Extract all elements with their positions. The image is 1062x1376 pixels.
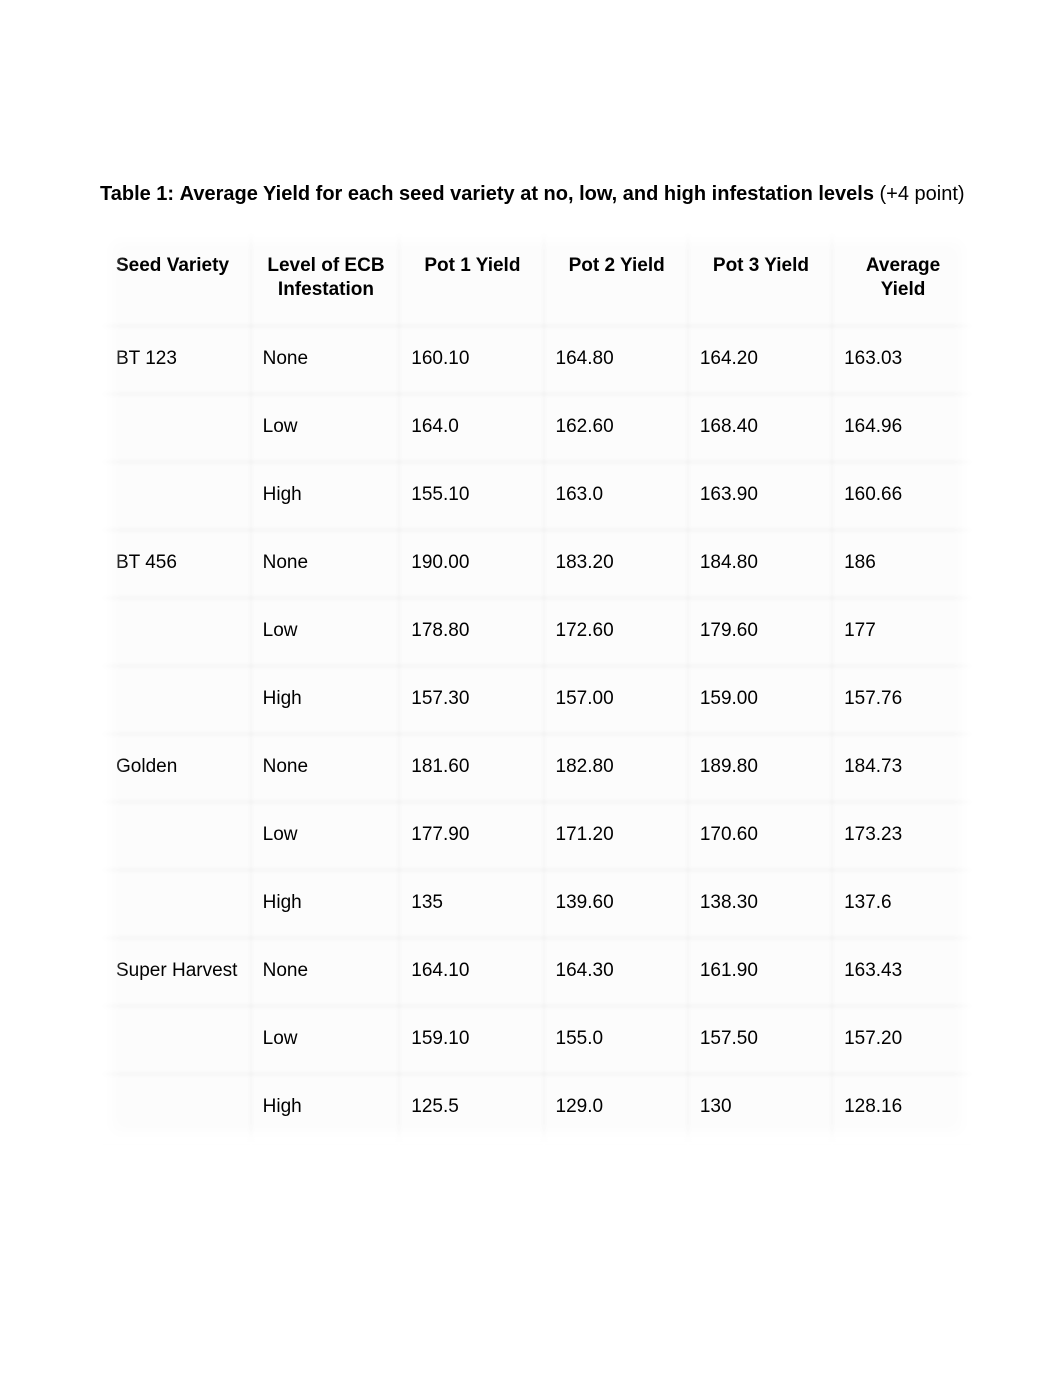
table-cell: 173.23 [832,802,972,870]
table-cell [102,394,251,462]
table-cell: None [251,326,400,394]
table-cell [102,1074,251,1142]
table-cell: 184.80 [688,530,832,598]
table-cell: None [251,734,400,802]
table-cell: High [251,666,400,734]
table-cell: 164.30 [544,938,688,1006]
table-cell: High [251,870,400,938]
table-row: Low159.10155.0157.50157.20 [102,1006,972,1074]
table-row: Low177.90171.20170.60173.23 [102,802,972,870]
caption-title-text: Average Yield for each seed variety at n… [180,183,874,205]
col-pot3: Pot 3 Yield [688,232,832,326]
table-cell: 184.73 [832,734,972,802]
col-seed-variety: Seed Variety [102,232,251,326]
table-cell: 139.60 [544,870,688,938]
col-average: Average Yield [832,232,972,326]
table-cell [102,802,251,870]
table-cell: High [251,1074,400,1142]
table-cell: 138.30 [688,870,832,938]
table-cell [102,666,251,734]
table-cell: 160.66 [832,462,972,530]
table-cell: 137.6 [832,870,972,938]
table-row: BT 123None160.10164.80164.20163.03 [102,326,972,394]
table-cell: BT 456 [102,530,251,598]
table-cell: 160.10 [399,326,543,394]
table-row: High125.5129.0130128.16 [102,1074,972,1142]
table-cell: 159.10 [399,1006,543,1074]
table-cell: None [251,938,400,1006]
table-cell: 164.0 [399,394,543,462]
yield-table-wrap: Seed Variety Level of ECB Infestation Po… [100,230,974,1144]
table-cell: Low [251,598,400,666]
table-cell: 157.20 [832,1006,972,1074]
table-cell [102,1006,251,1074]
table-cell: 171.20 [544,802,688,870]
table-cell: Low [251,1006,400,1074]
table-cell [102,462,251,530]
table-cell: 164.80 [544,326,688,394]
table-cell: None [251,530,400,598]
table-cell: 157.00 [544,666,688,734]
table-header-row: Seed Variety Level of ECB Infestation Po… [102,232,972,326]
table-cell [102,598,251,666]
table-cell: 157.76 [832,666,972,734]
table-caption: Table 1: Average Yield for each seed var… [100,180,974,208]
table-cell: 125.5 [399,1074,543,1142]
table-cell: 157.30 [399,666,543,734]
table-row: Low164.0162.60168.40164.96 [102,394,972,462]
table-row: GoldenNone181.60182.80189.80184.73 [102,734,972,802]
table-cell: BT 123 [102,326,251,394]
yield-table: Seed Variety Level of ECB Infestation Po… [102,232,972,1142]
table-cell: 190.00 [399,530,543,598]
table-cell: 161.90 [688,938,832,1006]
table-cell: High [251,462,400,530]
table-cell: Golden [102,734,251,802]
table-cell: 183.20 [544,530,688,598]
table-cell: 135 [399,870,543,938]
table-cell: 177.90 [399,802,543,870]
col-infestation: Level of ECB Infestation [251,232,400,326]
table-cell: 182.80 [544,734,688,802]
table-cell: 164.10 [399,938,543,1006]
table-cell: 163.0 [544,462,688,530]
table-cell: 170.60 [688,802,832,870]
col-pot2: Pot 2 Yield [544,232,688,326]
table-row: Super HarvestNone164.10164.30161.90163.4… [102,938,972,1006]
table-row: High155.10163.0163.90160.66 [102,462,972,530]
table-cell: 181.60 [399,734,543,802]
table-row: Low178.80172.60179.60177 [102,598,972,666]
table-cell: 163.43 [832,938,972,1006]
table-cell: 155.10 [399,462,543,530]
table-cell: 178.80 [399,598,543,666]
table-cell: 130 [688,1074,832,1142]
table-cell: 179.60 [688,598,832,666]
table-cell: 189.80 [688,734,832,802]
table-cell: 163.90 [688,462,832,530]
table-cell: 157.50 [688,1006,832,1074]
caption-label: Table 1: [100,183,174,205]
table-row: High135139.60138.30137.6 [102,870,972,938]
caption-suffix: (+4 point) [874,183,965,205]
table-cell: Low [251,802,400,870]
table-row: BT 456None190.00183.20184.80186 [102,530,972,598]
table-cell: 164.20 [688,326,832,394]
table-cell: Super Harvest [102,938,251,1006]
col-pot1: Pot 1 Yield [399,232,543,326]
table-cell: 155.0 [544,1006,688,1074]
table-cell: 162.60 [544,394,688,462]
table-cell: 129.0 [544,1074,688,1142]
table-cell: 159.00 [688,666,832,734]
table-body: BT 123None160.10164.80164.20163.03Low164… [102,326,972,1142]
table-cell: 163.03 [832,326,972,394]
table-cell: 177 [832,598,972,666]
table-cell: 168.40 [688,394,832,462]
table-row: High157.30157.00159.00157.76 [102,666,972,734]
table-cell: 128.16 [832,1074,972,1142]
table-cell: 186 [832,530,972,598]
table-cell [102,870,251,938]
table-cell: 164.96 [832,394,972,462]
table-cell: 172.60 [544,598,688,666]
table-cell: Low [251,394,400,462]
